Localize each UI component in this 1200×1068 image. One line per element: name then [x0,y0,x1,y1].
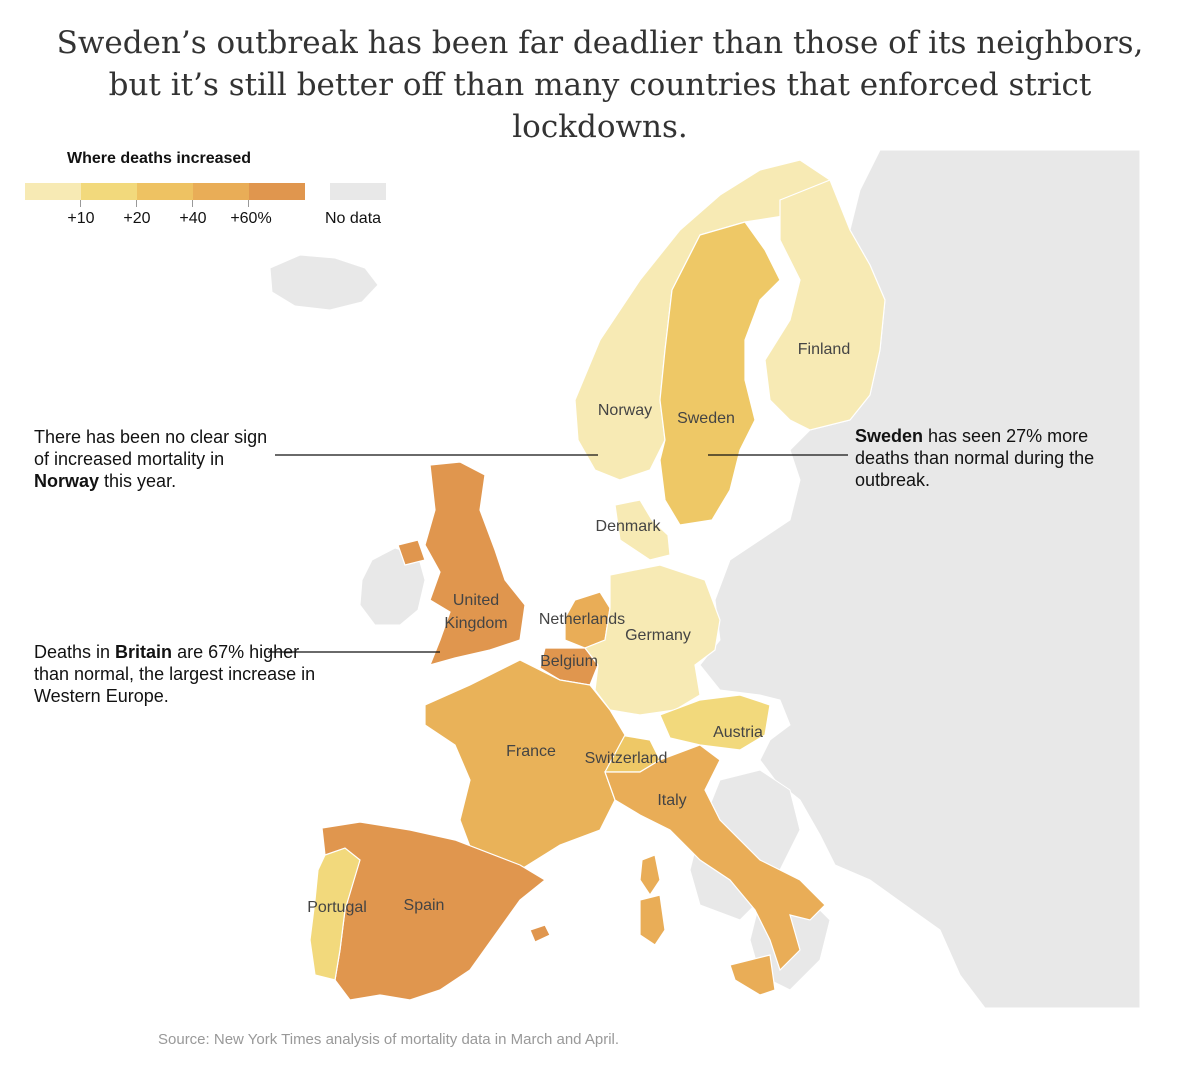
countries [309,159,886,1001]
country-sweden [659,221,781,526]
legend-tick [192,200,193,207]
legend-swatch-2 [81,183,137,200]
label-portugal: Portugal [307,899,367,916]
label-denmark: Denmark [596,518,662,535]
country-labels: Finland Norway Sweden Denmark United Kin… [307,341,850,916]
label-netherlands: Netherlands [539,611,625,628]
source-note: Source: New York Times analysis of morta… [158,1031,620,1048]
label-switzerland: Switzerland [585,750,668,767]
country-finland [764,179,886,431]
legend-label-10: +10 [67,210,95,227]
headline: Sweden’s outbreak has been far deadlier … [56,25,1144,145]
label-uk-line1: United [453,592,499,609]
country-italy [604,744,826,972]
legend-tick [248,200,249,207]
legend-title: Where deaths increased [67,150,252,167]
country-austria [659,694,771,751]
legend-label-nodata: No data [325,210,382,227]
label-uk-line2: Kingdom [444,615,507,632]
annotation-sweden-bold: Sweden [855,426,924,446]
country-uk-ni [397,539,426,566]
country-sicily [729,954,776,996]
legend-tick [80,200,81,207]
label-belgium: Belgium [540,653,598,670]
iceland-shape [269,254,379,311]
country-portugal [309,847,361,981]
country-sardinia [639,894,666,946]
country-uk [424,461,526,666]
label-norway: Norway [598,402,652,419]
country-denmark [614,499,671,561]
label-italy: Italy [657,792,686,809]
label-finland: Finland [798,341,850,358]
country-corsica [639,854,661,897]
annotation-britain: Deaths in Britain are 67% higher than no… [34,642,316,706]
label-spain: Spain [404,897,445,914]
label-france: France [506,743,556,760]
legend-swatch-4 [193,183,249,200]
legend-swatch-3 [137,183,193,200]
label-germany: Germany [625,627,691,644]
legend-tick [136,200,137,207]
label-austria: Austria [713,724,763,741]
legend-swatch-5 [249,183,305,200]
annotation-sweden: Sweden has seen 27% more deaths than nor… [855,426,1095,490]
annotation-britain-bold: Britain [115,642,173,662]
legend: Where deaths increased +10 +20 +40 +60% … [25,150,405,240]
legend-label-20: +20 [123,210,151,227]
legend-swatch-nodata [330,183,386,200]
legend-label-40: +40 [179,210,207,227]
country-balearic [529,924,551,943]
legend-label-60: +60% [230,210,272,227]
legend-swatch-1 [25,183,81,200]
country-france [424,659,626,871]
label-sweden: Sweden [677,410,735,427]
annotation-norway-bold: Norway [34,471,100,491]
country-germany [584,564,721,716]
annotation-norway: There has been no clear sign of increase… [34,427,268,491]
